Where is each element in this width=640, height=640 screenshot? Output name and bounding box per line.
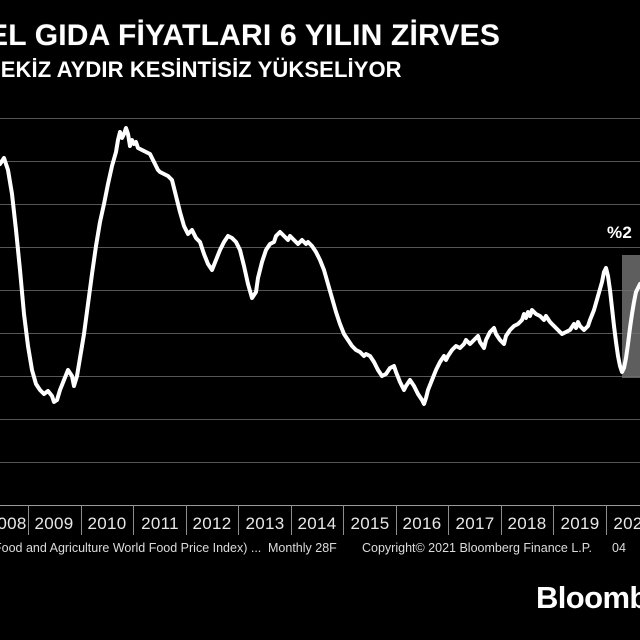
x-tick-label-008: 008 [0, 514, 27, 533]
gridline-3 [0, 247, 640, 248]
bloomberg-wordmark: Bloomb [536, 580, 640, 615]
x-tick-separator [501, 505, 502, 535]
x-tick-label-2014: 2014 [297, 514, 337, 533]
x-tick-separator [291, 505, 292, 535]
x-tick-label-2016: 2016 [402, 514, 442, 533]
source-label: Food and Agriculture World Food Price In… [0, 541, 262, 555]
plot-area [0, 118, 640, 505]
x-tick-separator [186, 505, 187, 535]
x-tick-label-2012: 2012 [192, 514, 232, 533]
x-tick-label-2019: 2019 [560, 514, 600, 533]
gridline-1 [0, 161, 640, 162]
page-title: EL GIDA FİYATLARI 6 YILIN ZİRVES [0, 19, 501, 52]
x-tick-separator [448, 505, 449, 535]
x-tick-separator [396, 505, 397, 535]
x-tick-label-2018: 2018 [507, 514, 547, 533]
axis-baseline [0, 505, 640, 506]
gridline-2 [0, 204, 640, 205]
price-index-line [0, 126, 640, 406]
gridline-5 [0, 333, 640, 334]
date-label: 04 [612, 541, 626, 555]
gridline-0 [0, 118, 640, 119]
x-tick-label-2009: 2009 [34, 514, 74, 533]
chart-panel: %2 [0, 110, 640, 510]
x-tick-separator [133, 505, 134, 535]
x-tick-label-2013: 2013 [245, 514, 285, 533]
x-tick-separator [343, 505, 344, 535]
x-tick-label-2011: 2011 [141, 514, 179, 533]
x-tick-label-2010: 2010 [87, 514, 127, 533]
x-axis: 008 2009 2010 2011 2012 2013 2014 2015 2016 2017 2… [0, 505, 640, 537]
gridline-7 [0, 419, 640, 420]
page-subtitle: SEKİZ AYDIR KESİNTİSİZ YÜKSELİYOR [0, 57, 402, 82]
headline-block: EL GIDA FİYATLARI 6 YILIN ZİRVES SEKİZ A… [0, 18, 640, 84]
value-callout-label: %2 [607, 223, 632, 242]
x-tick-label-2017: 2017 [455, 514, 495, 533]
gridline-8 [0, 462, 640, 463]
frequency-label: Monthly 28F [268, 541, 337, 555]
x-tick-separator [606, 505, 607, 535]
x-tick-separator [238, 505, 239, 535]
x-tick-separator [28, 505, 29, 535]
gridline-4 [0, 290, 640, 291]
x-tick-separator [81, 505, 82, 535]
footer-meta: Food and Agriculture World Food Price In… [0, 541, 640, 559]
x-tick-separator [553, 505, 554, 535]
gridline-6 [0, 376, 640, 377]
x-tick-label-202: 202 [613, 514, 640, 533]
x-tick-label-2015: 2015 [350, 514, 390, 533]
copyright-label: Copyright© 2021 Bloomberg Finance L.P. [362, 541, 592, 555]
